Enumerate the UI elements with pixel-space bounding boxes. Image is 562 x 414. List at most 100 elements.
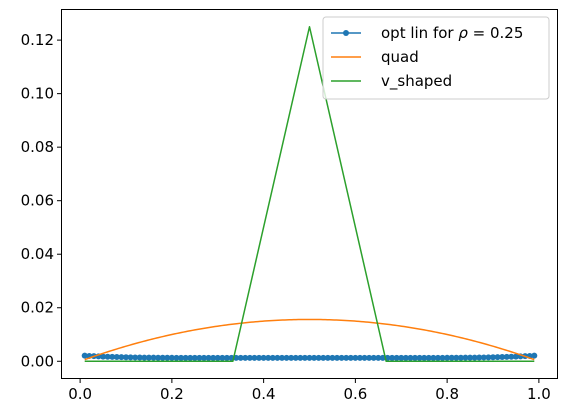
series-opt-lin-point	[311, 354, 318, 361]
series-opt-lin-point	[306, 354, 313, 361]
series-opt-lin-point	[503, 353, 510, 360]
series-opt-lin-point	[434, 354, 441, 361]
axes-frame	[61, 9, 558, 379]
series-opt-lin-point	[109, 353, 116, 360]
series-opt-lin-point	[260, 354, 267, 361]
series-opt-lin-point	[219, 354, 226, 361]
series-opt-lin-point	[508, 353, 515, 360]
series-opt-lin-point	[288, 354, 295, 361]
series-opt-lin-point	[178, 354, 185, 361]
x-tick-label: 0.4	[252, 385, 276, 403]
series-opt-lin-point	[164, 354, 171, 361]
x-tick-label: 0.0	[68, 385, 92, 403]
y-tick-label: 0.00	[21, 352, 54, 370]
series-opt-lin-point	[334, 354, 341, 361]
x-tick-label: 1.0	[527, 385, 551, 403]
series-opt-lin-point	[242, 354, 249, 361]
y-axis: 0.00 0.02 0.04 0.06 0.08 0.10 0.12	[21, 31, 62, 370]
series-opt-lin-point	[448, 354, 455, 361]
series-opt-lin-point	[136, 354, 143, 361]
series-opt-lin-point	[278, 354, 285, 361]
series-opt-lin-point	[499, 354, 506, 361]
legend: opt lin for ρ = 0.25 quad v_shaped	[322, 16, 550, 100]
series-opt-lin-point	[118, 354, 125, 361]
series-quad-line	[84, 318, 535, 361]
series-opt-lin-point	[512, 353, 519, 360]
series-opt-lin-point	[265, 354, 272, 361]
series-opt-lin-point	[191, 354, 198, 361]
series-v-shaped-line	[84, 25, 535, 363]
series-opt-lin-point	[127, 354, 134, 361]
series-opt-lin-point	[210, 354, 217, 361]
series-opt-lin-point	[393, 354, 400, 361]
series-opt-lin-point	[274, 354, 281, 361]
series-opt-lin-point	[366, 354, 373, 361]
series-opt-lin-point	[214, 354, 221, 361]
series-opt-lin-point	[416, 354, 423, 361]
y-tick-label: 0.06	[21, 192, 54, 210]
x-axis: 0.0 0.2 0.4 0.6 0.8 1.0	[68, 378, 551, 403]
y-tick-label: 0.02	[21, 299, 54, 317]
series-opt-lin-point	[389, 354, 396, 361]
series-opt-lin-point	[173, 354, 180, 361]
series-opt-lin-point	[269, 354, 276, 361]
series-opt-lin-point	[347, 354, 354, 361]
series-opt-lin-point	[196, 354, 203, 361]
series-opt-lin-point	[237, 354, 244, 361]
series-opt-lin-point	[200, 354, 207, 361]
series-opt-lin-point	[425, 354, 432, 361]
series-opt-lin-point	[283, 354, 290, 361]
series-opt-lin-point	[480, 354, 487, 361]
series-opt-lin-point	[324, 354, 331, 361]
series-opt-lin-point	[471, 354, 478, 361]
series-opt-lin-point	[453, 354, 460, 361]
series-opt-lin-point	[182, 354, 189, 361]
series-opt-lin-point	[439, 354, 446, 361]
series-opt-lin-point	[338, 354, 345, 361]
series-opt-lin-point	[467, 354, 474, 361]
series-opt-lin-point	[205, 354, 212, 361]
series-opt-lin-point	[187, 354, 194, 361]
series-opt-lin-point	[375, 354, 382, 361]
series-opt-lin-point	[356, 354, 363, 361]
series-opt-lin-point	[402, 354, 409, 361]
series-opt-lin-point	[251, 354, 258, 361]
series-opt-lin-point	[421, 354, 428, 361]
series-opt-lin-point	[223, 354, 230, 361]
legend-label: opt lin for ρ = 0.25	[381, 24, 523, 42]
series-opt-lin-point	[398, 354, 405, 361]
series-opt-lin-point	[329, 354, 336, 361]
x-tick-label: 0.8	[435, 385, 459, 403]
series-opt-lin-point	[315, 354, 322, 361]
series-opt-lin-point	[297, 354, 304, 361]
series-opt-lin-point	[430, 354, 437, 361]
y-tick-label: 0.08	[21, 138, 54, 156]
series-opt-lin-point	[256, 354, 263, 361]
y-tick-label: 0.10	[21, 85, 54, 103]
series-opt-lin-point	[485, 354, 492, 361]
series-opt-lin-point	[412, 354, 419, 361]
series-opt-lin-point	[490, 354, 496, 361]
series-opt-lin-point	[132, 354, 139, 361]
series-opt-lin-point	[462, 354, 469, 361]
series-opt-lin-point	[150, 354, 157, 361]
legend-marker	[343, 30, 349, 36]
series-opt-lin-point	[343, 354, 350, 361]
series-opt-lin-point	[81, 352, 88, 359]
series-opt-lin-point	[141, 354, 148, 361]
x-tick-label: 0.2	[160, 385, 184, 403]
series-opt-lin-point	[370, 354, 377, 361]
legend-label: v_shaped	[381, 72, 452, 91]
series-opt-lin-point	[159, 354, 166, 361]
series-opt-lin-point	[301, 354, 308, 361]
x-tick-label: 0.6	[343, 385, 367, 403]
series-opt-lin-point	[104, 353, 111, 360]
series-opt-lin-point	[123, 354, 129, 361]
series-opt-lin-point	[476, 354, 483, 361]
series-opt-lin-point	[246, 354, 253, 361]
series-opt-lin-point	[444, 354, 451, 361]
series-opt-lin-point	[292, 354, 299, 361]
plot-area	[81, 25, 538, 363]
series-opt-lin-point	[407, 354, 414, 361]
